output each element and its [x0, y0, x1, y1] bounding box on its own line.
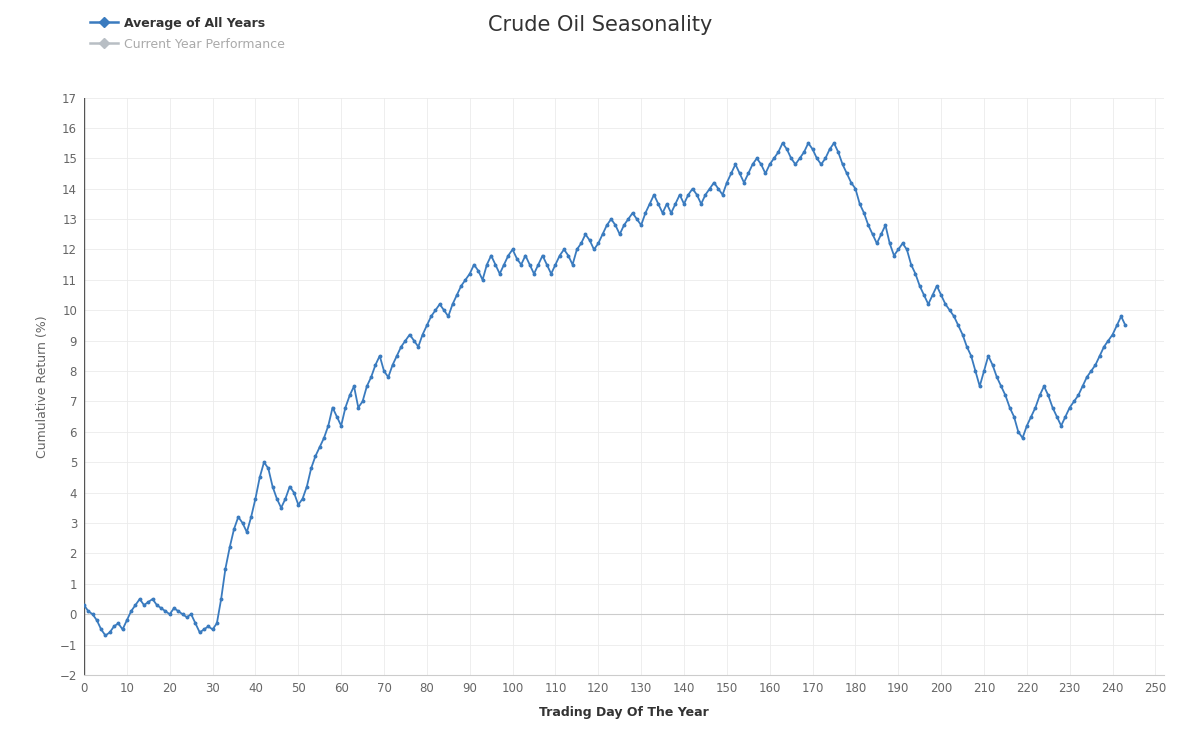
Text: Crude Oil Seasonality: Crude Oil Seasonality	[488, 15, 712, 35]
Y-axis label: Cumulative Return (%): Cumulative Return (%)	[36, 315, 48, 458]
Legend: Average of All Years, Current Year Performance: Average of All Years, Current Year Perfo…	[90, 17, 284, 51]
X-axis label: Trading Day Of The Year: Trading Day Of The Year	[539, 706, 709, 719]
